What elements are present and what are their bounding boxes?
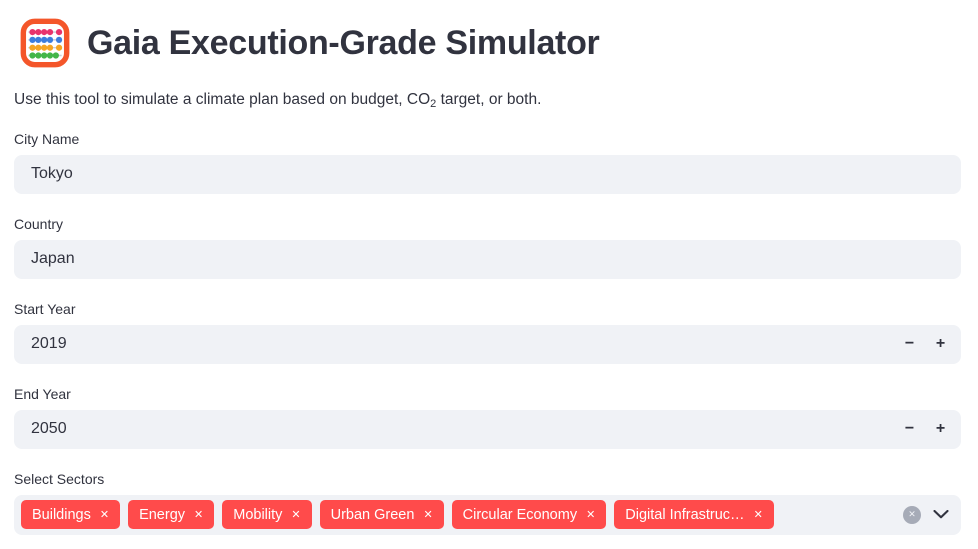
- co2-subscript: 2: [430, 98, 437, 110]
- country-field: Country: [14, 216, 961, 279]
- sector-tag-buildings: Buildings ✕: [21, 500, 121, 530]
- remove-tag-icon[interactable]: ✕: [99, 508, 110, 521]
- sector-tag-urban-green: Urban Green ✕: [319, 500, 444, 530]
- remove-tag-icon[interactable]: ✕: [586, 508, 596, 521]
- sector-tag-digital-infrastructure: Digital Infrastruc… ✕: [614, 500, 774, 530]
- city-name-input[interactable]: [15, 155, 960, 193]
- city-name-field: City Name: [14, 131, 961, 194]
- start-year-decrement-button[interactable]: −: [894, 326, 925, 363]
- country-input[interactable]: [15, 240, 960, 278]
- start-year-input-box: − +: [14, 324, 961, 364]
- sectors-multiselect[interactable]: Buildings ✕ Energy ✕ Mobility ✕ Urban Gr…: [14, 494, 961, 535]
- start-year-field: Start Year − +: [14, 301, 961, 364]
- sector-tag-label: Buildings: [32, 506, 91, 523]
- sector-tag-energy: Energy ✕: [128, 500, 215, 530]
- sectors-field: Select Sectors Buildings ✕ Energy ✕ Mobi…: [14, 471, 961, 535]
- start-year-input[interactable]: [15, 325, 894, 363]
- remove-tag-icon[interactable]: ✕: [753, 508, 763, 521]
- start-year-label: Start Year: [14, 300, 76, 317]
- sector-tag-mobility: Mobility ✕: [222, 500, 312, 530]
- end-year-input[interactable]: [15, 410, 894, 448]
- clear-all-icon[interactable]: ✕: [903, 505, 921, 524]
- end-year-increment-button[interactable]: +: [925, 411, 956, 448]
- page-header: Gaia Execution-Grade Simulator: [20, 18, 961, 68]
- sector-tag-label: Energy: [139, 506, 186, 523]
- sector-tag-label: Circular Economy: [462, 506, 578, 523]
- intro-text: Use this tool to simulate a climate plan…: [14, 91, 961, 110]
- country-input-box: [14, 239, 961, 279]
- city-name-input-box: [14, 154, 961, 194]
- chevron-down-icon[interactable]: [933, 510, 949, 519]
- end-year-input-box: − +: [14, 409, 961, 449]
- sector-tag-label: Mobility: [233, 506, 283, 523]
- sectors-label: Select Sectors: [14, 470, 105, 487]
- sector-tag-circular-economy: Circular Economy ✕: [451, 500, 607, 530]
- page-title: Gaia Execution-Grade Simulator: [87, 23, 600, 62]
- end-year-decrement-button[interactable]: −: [894, 411, 925, 448]
- sector-tag-label: Digital Infrastruc…: [625, 506, 745, 523]
- remove-tag-icon[interactable]: ✕: [291, 508, 301, 521]
- intro-text-post: target, or both.: [436, 91, 542, 108]
- city-name-label: City Name: [14, 130, 80, 147]
- sector-tag-label: Urban Green: [330, 506, 415, 523]
- end-year-field: End Year − +: [14, 386, 961, 449]
- start-year-increment-button[interactable]: +: [925, 326, 956, 363]
- country-label: Country: [14, 215, 64, 232]
- app-container: Gaia Execution-Grade Simulator Use this …: [14, 18, 961, 535]
- abacus-icon: [20, 18, 70, 68]
- end-year-label: End Year: [14, 385, 71, 402]
- remove-tag-icon[interactable]: ✕: [423, 508, 433, 521]
- intro-text-pre: Use this tool to simulate a climate plan…: [14, 91, 431, 108]
- remove-tag-icon[interactable]: ✕: [194, 508, 204, 521]
